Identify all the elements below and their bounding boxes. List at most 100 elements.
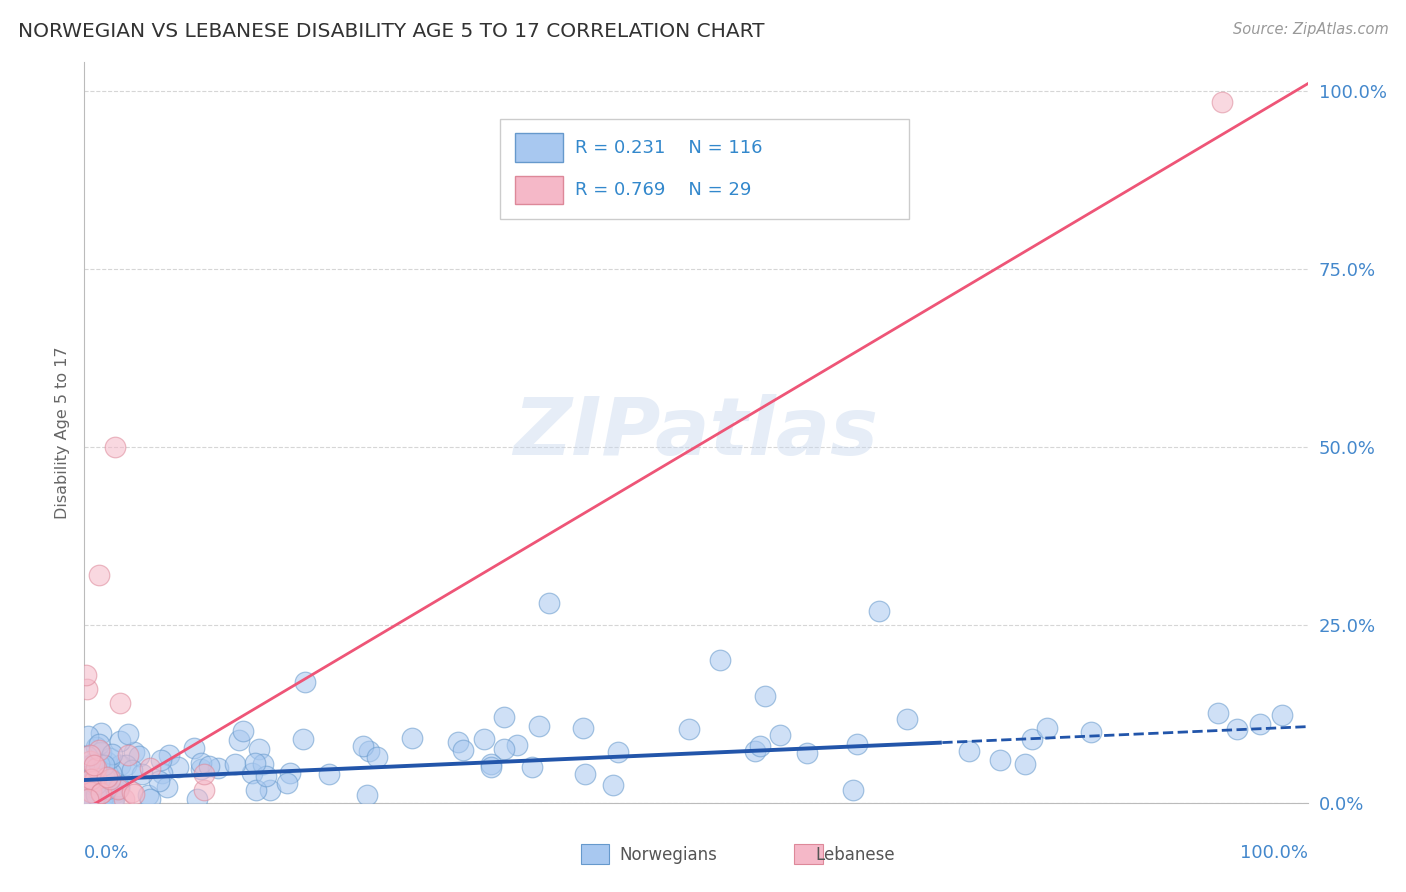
Point: [749, 739, 772, 753]
Point: [352, 739, 374, 753]
Point: [1206, 706, 1229, 720]
Point: [606, 745, 628, 759]
Point: [77, 792, 100, 806]
Point: [602, 778, 624, 792]
Point: [243, 756, 266, 770]
Point: [96, 786, 118, 800]
Point: [1226, 722, 1249, 736]
Point: [108, 779, 131, 793]
Point: [115, 758, 138, 772]
Point: [108, 780, 131, 795]
Point: [80, 785, 103, 799]
Point: [479, 757, 502, 772]
Point: [84, 740, 107, 755]
Point: [83, 757, 105, 772]
Point: [84, 787, 107, 801]
Point: [87, 743, 110, 757]
Point: [90, 726, 112, 740]
Point: [86, 788, 108, 802]
Point: [232, 724, 254, 739]
Point: [292, 732, 315, 747]
Y-axis label: Disability Age 5 to 17: Disability Age 5 to 17: [55, 346, 70, 519]
Point: [574, 767, 596, 781]
Point: [1014, 757, 1036, 772]
Point: [1080, 725, 1102, 739]
Point: [77, 792, 100, 806]
Point: [100, 747, 122, 761]
Point: [207, 761, 229, 775]
Point: [98, 772, 121, 787]
Point: [122, 787, 145, 801]
Point: [104, 440, 127, 454]
Point: [447, 735, 470, 749]
Point: [96, 755, 118, 769]
Point: [82, 772, 104, 787]
Point: [79, 748, 101, 763]
Point: [744, 744, 766, 758]
Point: [90, 792, 112, 806]
Point: [492, 710, 515, 724]
Point: [356, 788, 378, 802]
Point: [845, 738, 868, 752]
Point: [520, 760, 543, 774]
Point: [117, 727, 139, 741]
Point: [103, 792, 125, 806]
Point: [538, 597, 561, 611]
Text: Source: ZipAtlas.com: Source: ZipAtlas.com: [1233, 22, 1389, 37]
Point: [136, 789, 159, 803]
Point: [96, 780, 118, 795]
Point: [150, 766, 173, 780]
Point: [122, 745, 145, 759]
Point: [82, 792, 104, 806]
Point: [76, 681, 98, 696]
Point: [96, 770, 118, 784]
Point: [108, 758, 131, 772]
Point: [110, 696, 132, 710]
Point: [107, 781, 129, 796]
Point: [86, 771, 108, 785]
Point: [80, 756, 103, 771]
Point: [492, 741, 515, 756]
Point: [80, 780, 103, 794]
Point: [754, 689, 776, 703]
Point: [1249, 717, 1271, 731]
Point: [527, 719, 550, 733]
Point: [957, 744, 980, 758]
Point: [1036, 721, 1059, 735]
Point: [121, 785, 143, 799]
Text: R = 0.231    N = 116: R = 0.231 N = 116: [575, 138, 762, 157]
Point: [472, 732, 495, 747]
Point: [242, 766, 264, 780]
Point: [128, 749, 150, 764]
Point: [247, 742, 270, 756]
Point: [276, 776, 298, 790]
Point: [87, 757, 110, 772]
Point: [103, 792, 125, 806]
Point: [76, 730, 98, 744]
Point: [148, 774, 170, 789]
Text: R = 0.769    N = 29: R = 0.769 N = 29: [575, 181, 752, 199]
Point: [252, 757, 274, 772]
Point: [193, 767, 215, 781]
Point: [259, 782, 281, 797]
Point: [80, 776, 103, 790]
Point: [198, 759, 221, 773]
Point: [245, 782, 267, 797]
Point: [366, 749, 388, 764]
Text: 0.0%: 0.0%: [84, 844, 129, 862]
Point: [190, 756, 212, 770]
Point: [167, 760, 190, 774]
Text: Norwegians: Norwegians: [619, 846, 717, 863]
Text: 100.0%: 100.0%: [1240, 844, 1308, 862]
Point: [139, 792, 162, 806]
Point: [90, 745, 112, 759]
Point: [80, 773, 103, 788]
Point: [83, 774, 105, 789]
Point: [83, 774, 105, 789]
Point: [104, 786, 127, 800]
Point: [869, 604, 891, 618]
Point: [506, 738, 529, 752]
Point: [108, 734, 131, 748]
Point: [131, 766, 153, 780]
Text: Lebanese: Lebanese: [815, 846, 896, 863]
